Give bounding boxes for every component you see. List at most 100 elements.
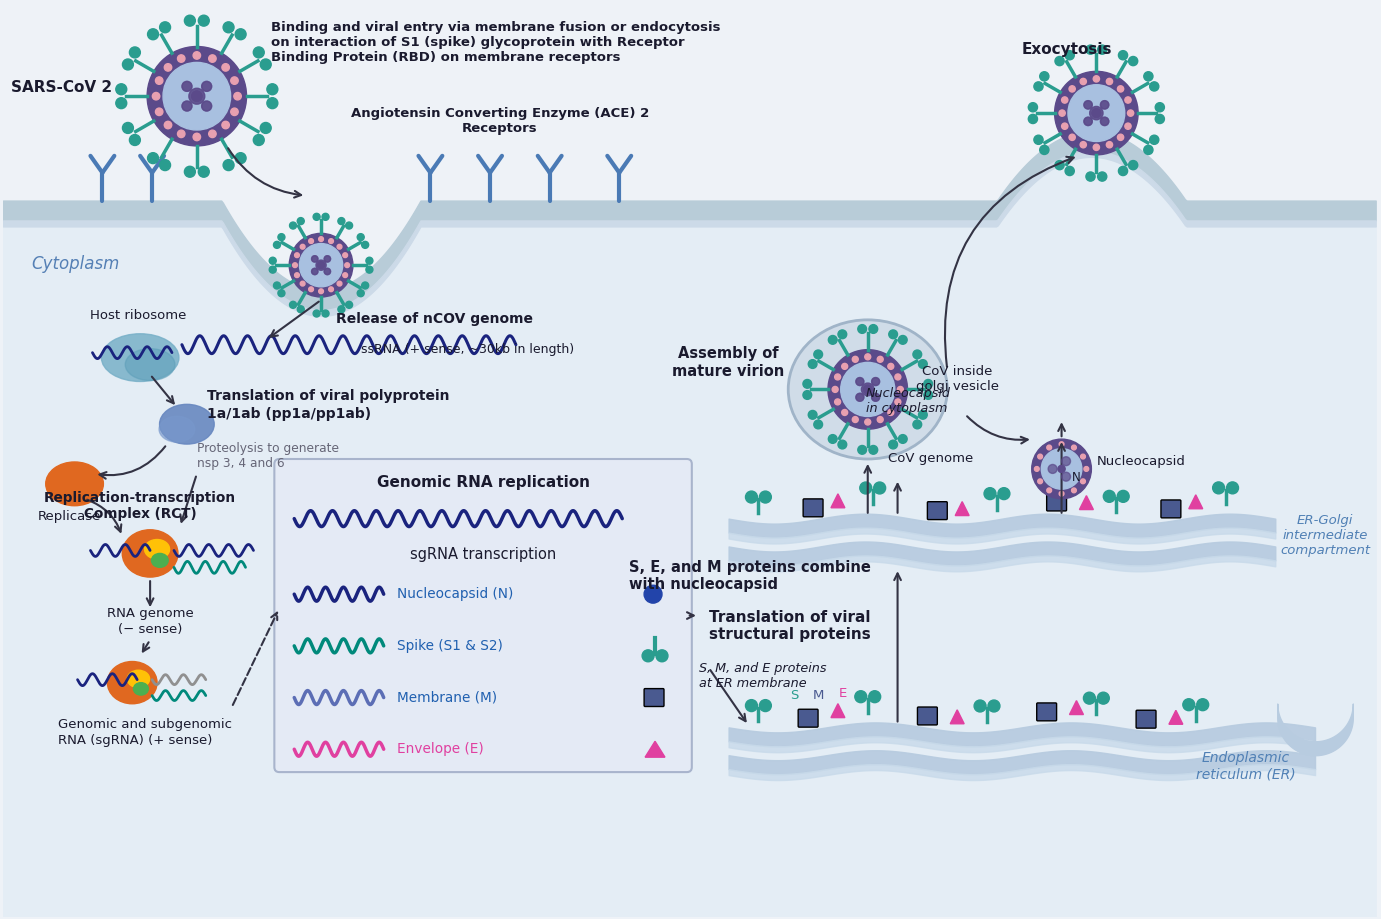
Circle shape — [160, 161, 170, 171]
Circle shape — [290, 302, 297, 309]
Text: (− sense): (− sense) — [117, 622, 182, 635]
Circle shape — [1103, 491, 1116, 503]
Circle shape — [116, 85, 127, 96]
Circle shape — [1059, 111, 1065, 117]
Circle shape — [260, 123, 271, 134]
Text: Angiotensin Converting Enzyme (ACE) 2
Receptors: Angiotensin Converting Enzyme (ACE) 2 Re… — [351, 107, 649, 135]
Circle shape — [199, 167, 210, 178]
Circle shape — [1068, 85, 1124, 142]
Circle shape — [278, 290, 284, 298]
Text: S, E, and M proteins combine
with nucleocapsid: S, E, and M proteins combine with nucleo… — [630, 559, 871, 592]
Circle shape — [1098, 46, 1106, 55]
Circle shape — [192, 92, 202, 102]
Circle shape — [182, 102, 192, 112]
Circle shape — [833, 387, 838, 393]
Circle shape — [231, 78, 238, 85]
Text: M: M — [812, 687, 823, 701]
Circle shape — [1080, 79, 1087, 85]
Circle shape — [1092, 109, 1101, 119]
Circle shape — [260, 60, 271, 71]
Circle shape — [1092, 109, 1101, 119]
Ellipse shape — [108, 662, 157, 704]
Circle shape — [1065, 167, 1074, 176]
Circle shape — [267, 98, 278, 109]
Ellipse shape — [101, 335, 180, 382]
Circle shape — [1094, 76, 1099, 83]
Circle shape — [231, 109, 238, 117]
Circle shape — [160, 23, 170, 34]
Circle shape — [1055, 162, 1065, 171]
Circle shape — [656, 650, 668, 662]
FancyBboxPatch shape — [1037, 703, 1056, 721]
Circle shape — [267, 85, 278, 96]
Circle shape — [1084, 118, 1092, 127]
Circle shape — [182, 83, 192, 92]
Circle shape — [222, 64, 229, 72]
Circle shape — [1084, 118, 1092, 127]
Text: Nucleocapsid: Nucleocapsid — [1097, 455, 1185, 468]
Text: Host ribosome: Host ribosome — [91, 309, 186, 322]
Text: Envelope (E): Envelope (E) — [396, 742, 483, 755]
Circle shape — [1069, 135, 1076, 142]
Circle shape — [1119, 167, 1128, 176]
Circle shape — [1127, 111, 1134, 117]
Circle shape — [974, 700, 986, 712]
Text: Complex (RCT): Complex (RCT) — [84, 506, 196, 520]
Circle shape — [987, 700, 1000, 712]
Circle shape — [1072, 489, 1076, 494]
Circle shape — [202, 83, 211, 92]
Circle shape — [877, 357, 884, 363]
Circle shape — [889, 331, 898, 339]
Circle shape — [913, 421, 921, 429]
Circle shape — [1090, 108, 1103, 120]
Circle shape — [871, 394, 880, 402]
Circle shape — [1143, 146, 1153, 155]
Circle shape — [1098, 173, 1106, 182]
Circle shape — [1084, 102, 1092, 110]
Circle shape — [808, 360, 818, 369]
Circle shape — [1098, 692, 1109, 704]
Circle shape — [858, 446, 866, 455]
Text: 1a/1ab (pp1a/pp1ab): 1a/1ab (pp1a/pp1ab) — [207, 407, 371, 421]
Circle shape — [235, 29, 246, 40]
Text: Replicase: Replicase — [37, 509, 101, 522]
Polygon shape — [831, 494, 845, 508]
Circle shape — [760, 700, 772, 712]
Text: S: S — [790, 687, 798, 701]
Text: SARS-CoV 2: SARS-CoV 2 — [11, 80, 112, 96]
Text: sgRNA transcription: sgRNA transcription — [410, 547, 557, 562]
Circle shape — [829, 336, 837, 345]
Circle shape — [189, 89, 204, 105]
Ellipse shape — [152, 554, 168, 568]
Circle shape — [192, 92, 202, 102]
Circle shape — [325, 256, 330, 263]
Circle shape — [233, 94, 242, 101]
Circle shape — [888, 364, 894, 370]
Circle shape — [1055, 73, 1138, 155]
Circle shape — [1101, 118, 1109, 127]
Circle shape — [164, 64, 171, 72]
Circle shape — [325, 256, 330, 263]
Text: Binding and viral entry via membrane fusion or endocytosis
on interaction of S1 : Binding and viral entry via membrane fus… — [272, 20, 721, 63]
Circle shape — [899, 435, 907, 444]
Circle shape — [1034, 467, 1040, 471]
Text: CoV genome: CoV genome — [888, 451, 972, 464]
Circle shape — [192, 92, 202, 102]
Circle shape — [856, 394, 865, 402]
Circle shape — [1117, 86, 1124, 93]
Circle shape — [1092, 109, 1101, 119]
Circle shape — [345, 264, 349, 268]
Circle shape — [293, 264, 297, 268]
Circle shape — [1069, 86, 1076, 93]
Circle shape — [1126, 124, 1131, 130]
Circle shape — [1058, 466, 1065, 473]
Circle shape — [290, 222, 297, 230]
Circle shape — [313, 311, 320, 318]
Text: Spike (S1 & S2): Spike (S1 & S2) — [396, 638, 503, 652]
Circle shape — [148, 29, 159, 40]
Circle shape — [316, 261, 326, 271]
Circle shape — [345, 222, 352, 230]
Circle shape — [224, 23, 233, 34]
Circle shape — [895, 375, 900, 380]
Polygon shape — [1080, 496, 1094, 510]
